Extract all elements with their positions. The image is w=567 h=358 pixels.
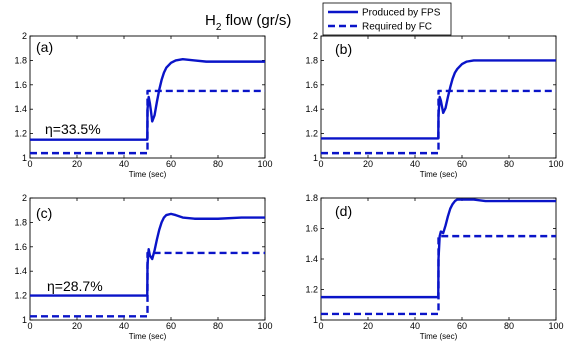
y-tick-label: 1.2: [14, 129, 27, 139]
efficiency-annotation: η=28.7%: [47, 278, 103, 294]
x-tick-label: 100: [548, 321, 563, 331]
figure-title: H2 flow (gr/s): [205, 12, 291, 33]
x-tick-label: 0: [318, 321, 323, 331]
series-required-by-fc-line: [30, 251, 265, 318]
x-tick-label: 0: [318, 159, 323, 169]
y-tick-label: 1: [22, 153, 27, 163]
series-required-by-fc-line: [321, 89, 556, 155]
series-produced-by-fps-line: [30, 57, 265, 141]
x-tick-label: 20: [363, 321, 373, 331]
x-tick-label: 80: [213, 159, 223, 169]
panel-label: (d): [335, 203, 352, 219]
x-tick-label: 40: [119, 159, 129, 169]
x-axis-label: Time (sec): [129, 332, 167, 341]
y-tick-label: 1.8: [305, 55, 318, 65]
y-tick-label: 1: [313, 315, 318, 325]
x-axis-label: Time (sec): [420, 332, 458, 341]
x-tick-label: 0: [27, 159, 32, 169]
panel-d: 0 20 40 60 80 100 1 1.2 1.4 1.6 1.8 Time (sec) (d): [305, 193, 563, 341]
legend-label-required: Required by FC: [362, 22, 432, 33]
y-tick-label: 1.2: [14, 291, 27, 301]
legend-box: [322, 2, 452, 36]
y-tick-label: 1.6: [305, 224, 318, 234]
x-tick-label: 60: [166, 159, 176, 169]
efficiency-annotation: η=33.5%: [45, 121, 101, 137]
x-tick-label: 40: [410, 321, 420, 331]
x-tick-label: 60: [457, 321, 467, 331]
series-produced-by-fps-line: [30, 212, 265, 297]
panel-label: (b): [335, 41, 352, 57]
x-tick-label: 20: [72, 159, 82, 169]
series-required-by-fc-line: [321, 234, 556, 316]
x-tick-label: 100: [257, 159, 272, 169]
y-tick-label: 1.8: [305, 193, 318, 203]
y-tick-label: 2: [22, 193, 27, 203]
y-tick-label: 1.2: [305, 285, 318, 295]
panel-a: 0 20 40 60 80 100 1 1.2 1.4 1.6 1.8 2 Time (sec) (a) η…: [14, 31, 272, 179]
y-tick-label: 2: [22, 31, 27, 41]
x-axis-label: Time (sec): [420, 170, 458, 179]
y-tick-label: 1.8: [14, 55, 27, 65]
panel-label: (a): [36, 39, 53, 55]
x-axis-label: Time (sec): [129, 170, 167, 179]
y-tick-label: 1.4: [14, 104, 27, 114]
panel-b: 0 20 40 60 80 100 1 1.2 1.4 1.6 1.8 2 Time (sec) (b): [305, 31, 563, 179]
panel-label: (c): [36, 205, 52, 221]
x-tick-label: 80: [504, 321, 514, 331]
x-tick-label: 40: [410, 159, 420, 169]
y-tick-label: 1.4: [14, 266, 27, 276]
x-tick-label: 60: [166, 321, 176, 331]
y-tick-label: 1.8: [14, 217, 27, 227]
legend-label-produced: Produced by FPS: [362, 8, 441, 19]
y-tick-label: 1.6: [14, 242, 27, 252]
x-tick-label: 20: [363, 159, 373, 169]
x-tick-label: 40: [119, 321, 129, 331]
panel-c: 0 20 40 60 80 100 1 1.2 1.4 1.6 1.8 2 Time (sec) (c) η…: [14, 193, 272, 341]
x-tick-label: 100: [548, 159, 563, 169]
x-tick-label: 60: [457, 159, 467, 169]
series-produced-by-fps-line: [321, 59, 556, 140]
x-tick-label: 20: [72, 321, 82, 331]
y-tick-label: 1.2: [305, 129, 318, 139]
y-tick-label: 1: [22, 315, 27, 325]
x-tick-label: 80: [504, 159, 514, 169]
y-tick-label: 1.6: [305, 80, 318, 90]
series-required-by-fc-line: [30, 89, 265, 155]
y-tick-label: 2: [313, 31, 318, 41]
y-tick-label: 1: [313, 153, 318, 163]
y-tick-label: 1.4: [305, 104, 318, 114]
x-tick-label: 100: [257, 321, 272, 331]
x-tick-label: 80: [213, 321, 223, 331]
y-tick-label: 1.4: [305, 254, 318, 264]
legend: Produced by FPS Required by FC: [322, 2, 452, 36]
y-tick-label: 1.6: [14, 80, 27, 90]
x-tick-label: 0: [27, 321, 32, 331]
